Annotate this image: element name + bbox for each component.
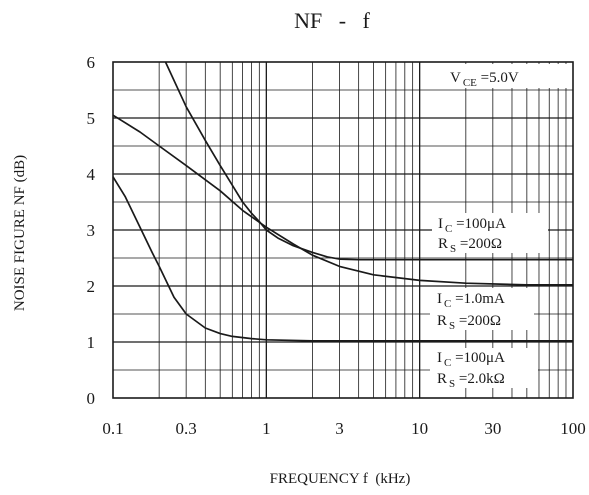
chart-title: NF - f (294, 8, 370, 33)
x-tick-label: 0.1 (102, 419, 123, 438)
y-tick-label: 2 (87, 277, 96, 296)
x-axis-label: FREQUENCY f (kHz) (270, 471, 411, 487)
annotation-backgrounds (430, 64, 571, 388)
annotation-bg-2 (430, 288, 534, 330)
x-tick-label: 30 (484, 419, 501, 438)
x-tick-label: 0.3 (176, 419, 197, 438)
y-tick-label: 5 (87, 109, 96, 128)
x-tick-label: 100 (560, 419, 586, 438)
curves (112, 61, 573, 342)
nf-curve-1 (164, 61, 573, 261)
condition-label: V CE =5.0V (450, 70, 519, 89)
tick-labels: 0.1 0.3 1 3 10 30 100 0 1 2 3 4 5 6 (87, 53, 586, 438)
condition-bg (444, 64, 571, 88)
annotation-bg-3 (430, 348, 538, 388)
x-tick-label: 10 (411, 419, 428, 438)
y-axis-label: NOISE FIGURE NF (dB) (12, 155, 28, 311)
y-tick-label: 3 (87, 221, 96, 240)
y-tick-label: 0 (87, 389, 96, 408)
y-tick-label: 1 (87, 333, 96, 352)
annotation-bg-1 (432, 213, 548, 253)
x-tick-label: 1 (262, 419, 271, 438)
nf-curve-3 (112, 176, 573, 342)
nf-curve-2 (112, 114, 573, 286)
y-tick-label: 6 (87, 53, 96, 72)
plot-frame (112, 61, 574, 399)
x-tick-label: 3 (335, 419, 344, 438)
y-tick-label: 4 (87, 165, 96, 184)
